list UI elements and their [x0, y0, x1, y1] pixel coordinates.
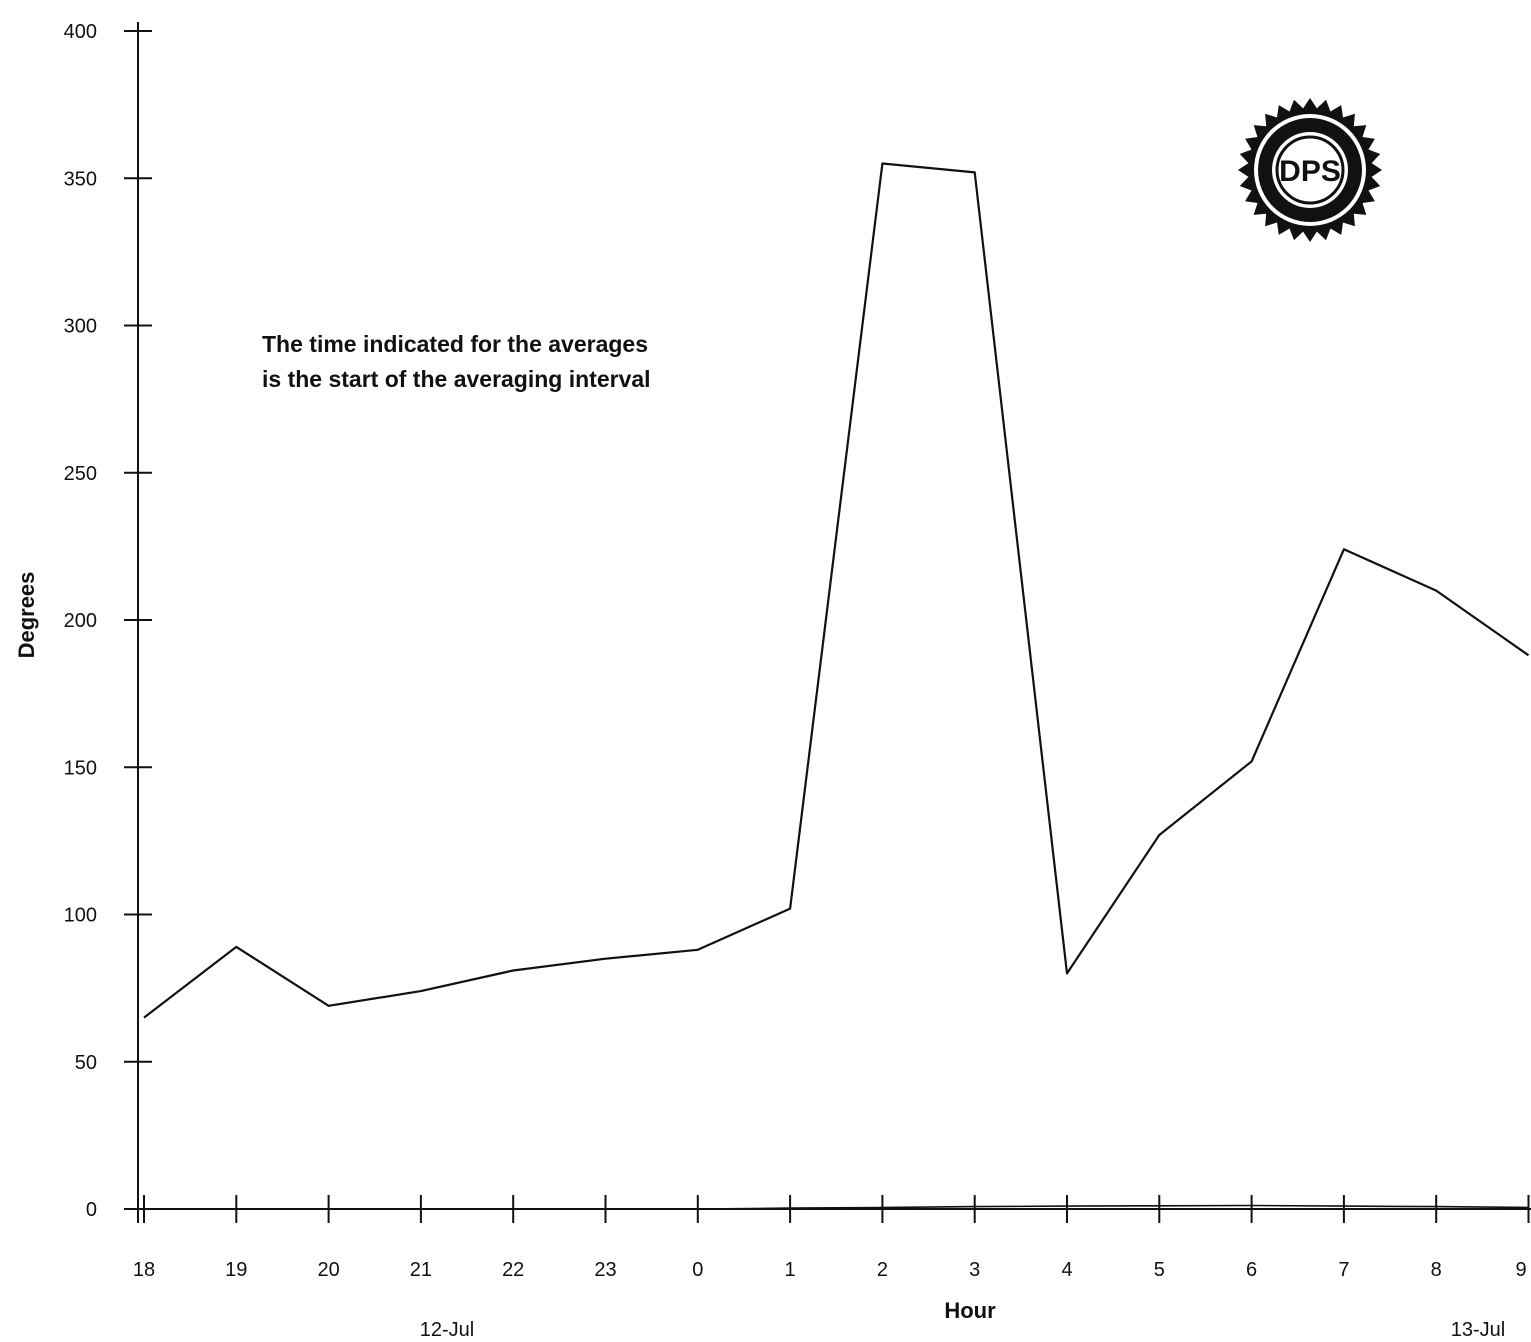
y-tick-label: 400: [64, 21, 97, 43]
x-tick-label: 7: [1338, 1259, 1349, 1281]
x-tick-label: 8: [1431, 1259, 1442, 1281]
dps-seal-logo: DPS: [1238, 98, 1382, 242]
y-tick-label: 350: [64, 168, 97, 190]
y-tick-label: 200: [64, 610, 97, 632]
x-tick-label: 22: [502, 1259, 524, 1281]
annotation-line-1: The time indicated for the averages: [262, 331, 648, 357]
x-tick-label: 20: [317, 1259, 339, 1281]
y-axis-title: Degrees: [14, 572, 39, 659]
x-tick-label: 3: [969, 1259, 980, 1281]
logo-text: DPS: [1279, 155, 1341, 188]
series: [143, 162, 1530, 1210]
y-tick-label: 150: [64, 757, 97, 779]
x-tick-label: 9: [1515, 1259, 1526, 1281]
x-tick-label: 23: [594, 1259, 616, 1281]
y-tick-label: 0: [86, 1199, 97, 1221]
x-tick-label: 1: [785, 1259, 796, 1281]
date-label-start: 12-Jul: [420, 1319, 474, 1341]
y-tick-label: 100: [64, 905, 97, 927]
y-tick-label: 50: [75, 1052, 97, 1074]
x-tick-label: 21: [410, 1259, 432, 1281]
y-tick-label: 250: [64, 463, 97, 485]
x-tick-label: 4: [1061, 1259, 1072, 1281]
x-tick-label: 18: [133, 1259, 155, 1281]
annotation-line-2: is the start of the averaging interval: [262, 366, 651, 392]
x-tick-label: 5: [1154, 1259, 1165, 1281]
x-tick-label: 19: [225, 1259, 247, 1281]
x-tick-label: 2: [877, 1259, 888, 1281]
series-line-1: [143, 162, 1530, 1019]
y-tick-label: 300: [64, 316, 97, 338]
date-label-end: 13-Jul: [1451, 1319, 1505, 1341]
series-line-2: [144, 1204, 1529, 1210]
x-tick-label: 6: [1246, 1259, 1257, 1281]
x-axis-title: Hour: [944, 1298, 996, 1323]
x-tick-label: 0: [692, 1259, 703, 1281]
